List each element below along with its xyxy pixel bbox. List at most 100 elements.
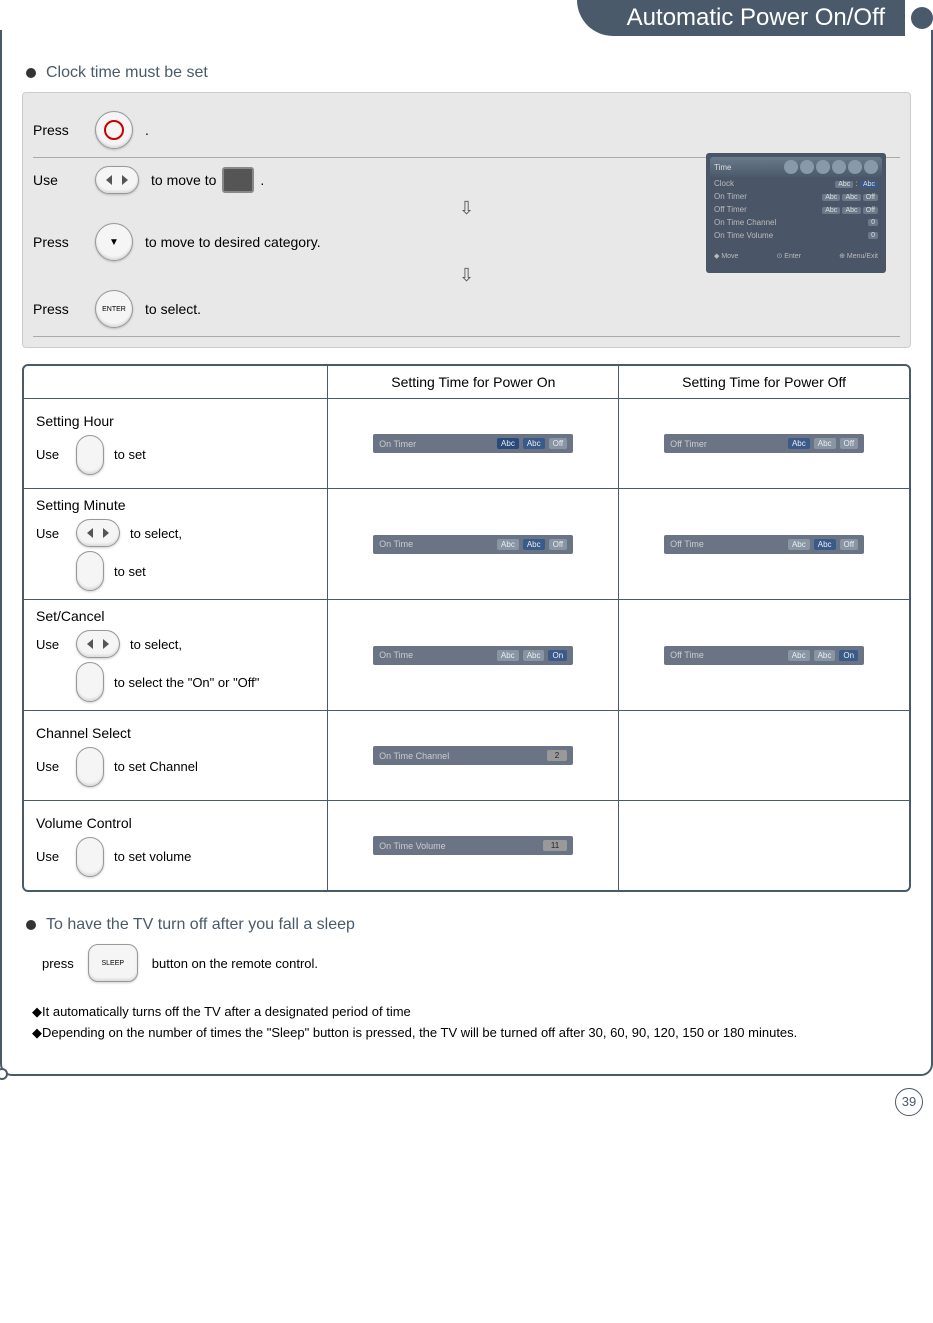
- bullet-icon: [26, 920, 36, 930]
- manual-page: Automatic Power On/Off Clock time must b…: [0, 30, 933, 1076]
- hdr-power-off: Setting Time for Power Off: [619, 366, 909, 398]
- bullet-icon: [26, 68, 36, 78]
- press-label: press: [42, 956, 74, 971]
- step1-label: Press: [33, 122, 83, 138]
- hdr-power-on: Setting Time for Power On: [328, 366, 619, 398]
- setcancel-desc1: to select,: [130, 637, 182, 652]
- osd-offtime-bar: Off TimeAbcAbcOff: [664, 535, 864, 554]
- osd-row-ontimer: On TimerAbc Abc Off: [710, 190, 882, 203]
- osd-ontime-setcancel-bar: On TimeAbcAbcOn: [373, 646, 573, 665]
- enter-button-icon: ENTER: [95, 290, 133, 328]
- osd-channel-bar: On Time Channel2: [373, 746, 573, 765]
- section-sleep-heading: To have the TV turn off after you fall a…: [26, 916, 911, 934]
- up-down-button-icon: [76, 747, 104, 787]
- row-minute: Setting Minute Use to select, to set On T…: [24, 488, 909, 599]
- up-down-button-icon: [76, 551, 104, 591]
- osd-header-icon: [848, 160, 862, 174]
- osd-tab-label: Time: [714, 163, 731, 172]
- osd-header-icon: [864, 160, 878, 174]
- step-row-1: Press .: [33, 103, 900, 158]
- use-label: Use: [36, 526, 66, 541]
- osd-ontime-bar: On TimeAbcAbcOff: [373, 535, 573, 554]
- osd-header-icon: [832, 160, 846, 174]
- hdr-empty: [24, 366, 328, 398]
- row-channel: Channel Select Use to set Channel On Time…: [24, 710, 909, 800]
- hour-use-line: Use to set: [36, 435, 146, 475]
- section-sleep-title: To have the TV turn off after you fall a…: [46, 916, 355, 934]
- step2-desc: to move to .: [151, 167, 264, 193]
- step-row-4: Press ENTER to select.: [33, 282, 900, 336]
- osd-header-icon: [816, 160, 830, 174]
- step3-desc: to move to desired category.: [145, 234, 321, 250]
- channel-title: Channel Select: [36, 725, 131, 741]
- step4-desc: to select.: [145, 301, 201, 317]
- minute-desc2: to set: [114, 564, 146, 579]
- up-down-button-icon: [76, 837, 104, 877]
- volume-use-line: Use to set volume: [36, 837, 191, 877]
- hour-title: Setting Hour: [36, 413, 114, 429]
- minute-title: Setting Minute: [36, 497, 126, 513]
- volume-desc: to set volume: [114, 849, 191, 864]
- row-volume: Volume Control Use to set volume On Time …: [24, 800, 909, 890]
- minute-use-line2: to set: [36, 551, 146, 591]
- settings-table: Setting Time for Power On Setting Time f…: [22, 364, 911, 892]
- up-down-button-icon: [76, 662, 104, 702]
- corner-dot-decoration: [0, 1068, 8, 1080]
- use-label: Use: [36, 447, 66, 462]
- osd-row-onchannel: On Time Channel0: [710, 216, 882, 229]
- osd-header-icon: [784, 160, 798, 174]
- osd-volume-bar: On Time Volume11: [373, 836, 573, 855]
- step2-label: Use: [33, 172, 83, 188]
- section-clock-heading: Clock time must be set: [26, 64, 911, 82]
- osd-header-icon: [800, 160, 814, 174]
- page-title: Automatic Power On/Off: [617, 0, 905, 36]
- osd-menu-preview: Time ClockAbc : Abc On TimerAbc Abc Off …: [706, 153, 886, 273]
- hour-desc: to set: [114, 447, 146, 462]
- setcancel-line2: to select the "On" or "Off": [36, 662, 259, 702]
- step3-label: Press: [33, 234, 83, 250]
- page-number: 39: [895, 1088, 923, 1116]
- use-label: Use: [36, 849, 66, 864]
- page-header: Automatic Power On/Off: [577, 0, 933, 36]
- header-dot-decoration: [911, 7, 933, 29]
- note-1: ◆It automatically turns off the TV after…: [32, 1002, 901, 1023]
- osd-row-onvolume: On Time Volume0: [710, 229, 882, 242]
- step2-prefix: to move to: [151, 172, 216, 188]
- minute-desc1: to select,: [130, 526, 182, 541]
- minute-use-line1: Use to select,: [36, 519, 182, 547]
- sleep-press-line: press SLEEP button on the remote control…: [42, 944, 891, 982]
- left-right-button-icon: [76, 630, 120, 658]
- left-right-button-icon: [76, 519, 120, 547]
- osd-row-offtimer: Off TimerAbc Abc Off: [710, 203, 882, 216]
- step4-label: Press: [33, 301, 83, 317]
- use-label: Use: [36, 759, 66, 774]
- row-setcancel: Set/Cancel Use to select, to select the "…: [24, 599, 909, 710]
- menu-tab-icon: [222, 167, 254, 193]
- up-down-button-icon: [76, 435, 104, 475]
- channel-use-line: Use to set Channel: [36, 747, 198, 787]
- volume-title: Volume Control: [36, 815, 132, 831]
- section-clock-title: Clock time must be set: [46, 64, 208, 82]
- channel-off-empty: [619, 711, 909, 800]
- note-2: ◆Depending on the number of times the "S…: [32, 1023, 901, 1044]
- osd-menu-header: Time: [710, 157, 882, 177]
- header-curve-decoration: [577, 0, 617, 36]
- volume-off-empty: [619, 801, 909, 890]
- setcancel-line1: Use to select,: [36, 630, 182, 658]
- osd-ontimer-bar: On TimerAbcAbcOff: [373, 434, 573, 453]
- osd-footer: ◆ Move⊙ Enter⊕ Menu/Exit: [710, 250, 882, 262]
- power-button-icon: [95, 111, 133, 149]
- footer-notes: ◆It automatically turns off the TV after…: [32, 1002, 901, 1044]
- row-hour: Setting Hour Use to set On TimerAbcAbcOf…: [24, 398, 909, 488]
- channel-desc: to set Channel: [114, 759, 198, 774]
- down-button-icon: ▼: [95, 223, 133, 261]
- osd-offtime-setcancel-bar: Off TimeAbcAbcOn: [664, 646, 864, 665]
- settings-table-header: Setting Time for Power On Setting Time f…: [24, 366, 909, 398]
- step2-suffix: .: [260, 172, 264, 188]
- setcancel-title: Set/Cancel: [36, 608, 104, 624]
- press-desc: button on the remote control.: [152, 956, 318, 971]
- osd-row-clock: ClockAbc : Abc: [710, 177, 882, 190]
- left-right-button-icon: [95, 166, 139, 194]
- steps-box: Press . Use to move to . ⇩ Press ▼ to mo…: [22, 92, 911, 348]
- use-label: Use: [36, 637, 66, 652]
